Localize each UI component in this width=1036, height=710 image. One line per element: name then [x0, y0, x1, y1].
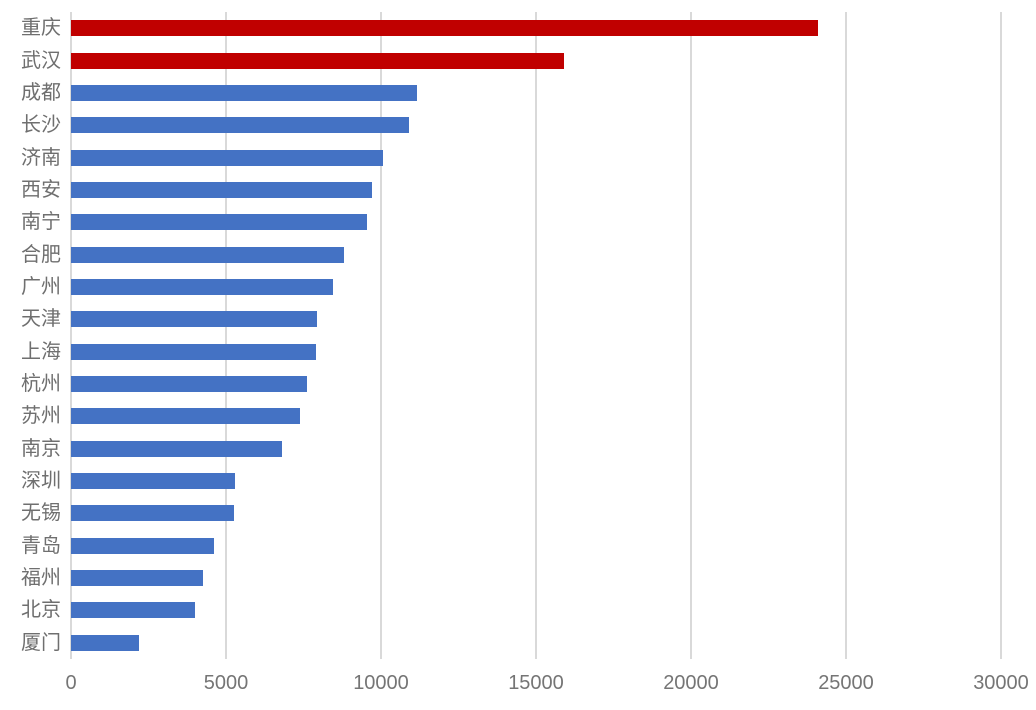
- gridline: [380, 12, 382, 659]
- bar-default: [71, 634, 140, 651]
- bar-default: [71, 117, 409, 134]
- x-axis-tick-label: 0: [65, 672, 77, 694]
- bar-default: [71, 214, 368, 231]
- bar-default: [71, 311, 318, 328]
- bar-default: [71, 505, 234, 522]
- category-label: 西安: [21, 178, 61, 201]
- category-label: 合肥: [21, 243, 61, 266]
- bar-default: [71, 473, 236, 490]
- category-label: 南京: [21, 437, 61, 460]
- category-label: 深圳: [21, 470, 61, 493]
- bar-default: [71, 570, 203, 587]
- bar-default: [71, 246, 344, 263]
- gridline: [845, 12, 847, 659]
- category-label: 济南: [21, 146, 61, 169]
- bar-default: [71, 537, 214, 554]
- category-label: 青岛: [21, 534, 61, 557]
- category-label: 广州: [21, 275, 61, 298]
- bar-default: [71, 84, 417, 101]
- bar-highlighted: [71, 20, 819, 37]
- category-label: 南宁: [21, 211, 61, 234]
- category-label: 天津: [21, 308, 61, 331]
- bar-default: [71, 343, 316, 360]
- value-axis-line: [70, 12, 72, 659]
- bar-default: [71, 278, 333, 295]
- category-label: 无锡: [21, 502, 61, 525]
- x-axis-tick-label: 25000: [818, 672, 874, 694]
- category-label: 长沙: [21, 114, 61, 137]
- bar-default: [71, 440, 282, 457]
- category-label: 苏州: [21, 405, 61, 428]
- bar-default: [71, 149, 383, 166]
- category-label: 武汉: [21, 49, 61, 72]
- bar-default: [71, 181, 372, 198]
- category-label: 北京: [21, 599, 61, 622]
- bar-default: [71, 602, 195, 619]
- category-label: 厦门: [21, 631, 61, 654]
- category-label: 上海: [21, 340, 61, 363]
- x-axis-tick-label: 10000: [353, 672, 409, 694]
- gridline: [690, 12, 692, 659]
- gridline: [225, 12, 227, 659]
- x-axis-tick-label: 30000: [973, 672, 1029, 694]
- category-label: 成都: [21, 81, 61, 104]
- gridline: [1000, 12, 1002, 659]
- category-label: 重庆: [21, 17, 61, 40]
- category-label: 杭州: [21, 373, 61, 396]
- bar-highlighted: [71, 52, 564, 69]
- x-axis-tick-label: 5000: [203, 672, 249, 694]
- gridline: [535, 12, 537, 659]
- bar-default: [71, 376, 307, 393]
- x-axis-tick-label: 15000: [508, 672, 564, 694]
- bar-default: [71, 408, 301, 425]
- category-label: 福州: [21, 567, 61, 590]
- x-axis-tick-label: 20000: [663, 672, 719, 694]
